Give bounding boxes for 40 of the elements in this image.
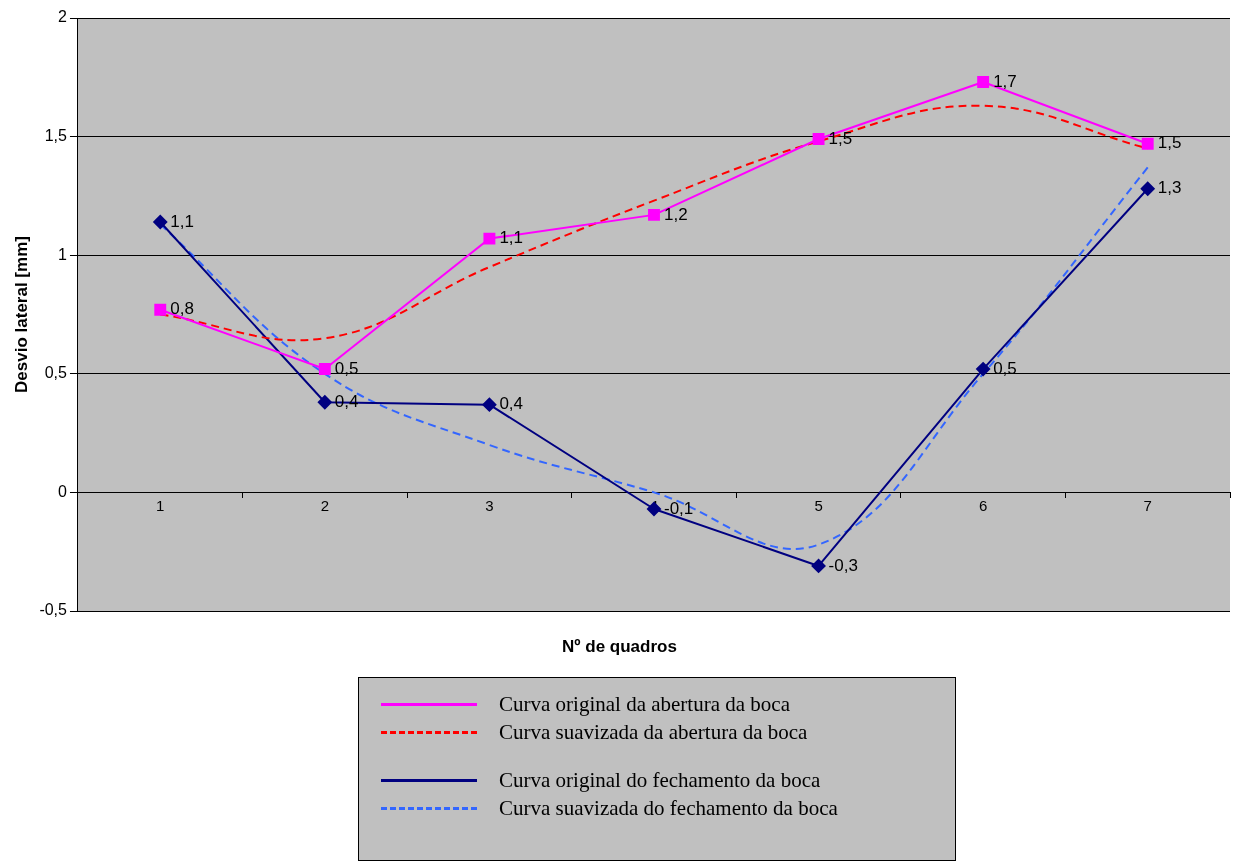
data-label: 1,3: [1157, 178, 1182, 198]
point: [1140, 181, 1155, 196]
legend-label: Curva original do fechamento da boca: [499, 767, 821, 793]
data-label: 0,8: [170, 299, 194, 319]
point: [811, 558, 826, 573]
x-tick-label: 2: [320, 496, 330, 514]
y-tick-label: 0: [58, 482, 68, 500]
y-tick-label: 1: [58, 245, 68, 263]
point: [812, 133, 825, 145]
point: [483, 232, 496, 245]
data-label: 1,2: [663, 204, 688, 224]
point: [317, 395, 332, 410]
x-tick-label: 1: [156, 496, 165, 514]
point: [648, 208, 660, 221]
point: [977, 76, 990, 88]
point: [482, 397, 497, 412]
x-tick-label: 5: [814, 496, 823, 514]
data-label: 0,4: [499, 394, 524, 414]
legend-label: Curva suavizada da abertura da boca: [499, 719, 808, 745]
point: [646, 502, 661, 516]
data-label: -0,3: [828, 555, 858, 575]
point: [153, 214, 168, 229]
data-label: -0,1: [663, 498, 694, 518]
x-axis-title: Nº de quadros: [561, 637, 678, 657]
y-tick-label: -0,5: [39, 601, 68, 619]
legend-label: Curva suavizada do fechamento da boca: [499, 795, 838, 821]
y-tick-label: 0,5: [44, 364, 68, 382]
x-tick-label: 3: [485, 496, 494, 514]
y-tick-label: 2: [58, 8, 68, 26]
legend-label: Curva original da abertura da boca: [499, 691, 790, 717]
point: [318, 363, 331, 376]
data-label: 1,1: [170, 211, 194, 231]
x-tick-label: 7: [1143, 496, 1152, 514]
y-axis-title: Desvio lateral [mm]: [11, 236, 31, 393]
point: [976, 362, 991, 377]
x-tick-label: 6: [978, 496, 988, 514]
y-tick-label: 1,5: [44, 127, 68, 145]
point: [1141, 137, 1154, 150]
point: [154, 303, 167, 316]
data-label: 1,7: [993, 71, 1017, 91]
